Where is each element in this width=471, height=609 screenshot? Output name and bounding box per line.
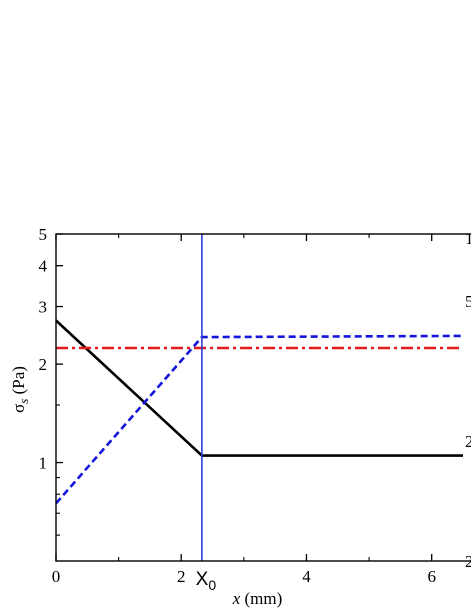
x0-letter: X [196,569,209,590]
right-axis-label-1: 5 [465,292,471,311]
y-axis-sigma: σ [9,404,28,413]
x-tick-label-1: 2 [177,567,186,586]
x-axis-unit: (mm) [240,589,282,608]
x-tick-label-2: 4 [302,567,311,586]
plot-frame [55,233,471,562]
y-tick-label-3: 4 [39,257,48,276]
y-axis-unit: (Pa) [9,366,28,399]
x-axis-var: x [232,589,241,608]
labels-layer: 0 2 4 6 1 2 3 4 5 1 5 2 2 [39,225,471,586]
y-tick-label-2: 3 [39,298,48,317]
x0-subscript: 0 [208,577,216,593]
series-line-1 [55,334,464,505]
y-tick-label-4: 5 [39,225,48,244]
series-layer [55,319,464,505]
x-tick-label-0: 0 [52,567,61,586]
y-tick-label-0: 1 [39,454,48,473]
x-axis-title: x (mm) [232,589,283,608]
x0-marker-label: X0 [196,569,217,593]
x-tick-label-3: 6 [427,567,436,586]
right-axis-label-2: 2 [465,432,471,451]
ticks-layer [55,233,433,561]
y-axis-title: σs (Pa) [9,366,31,413]
y-tick-label-1: 2 [39,355,48,374]
right-axis-label-bottom: 2 [465,552,471,571]
right-axis-label-0: 1 [465,229,471,248]
y-axis-subscript: s [16,399,31,404]
